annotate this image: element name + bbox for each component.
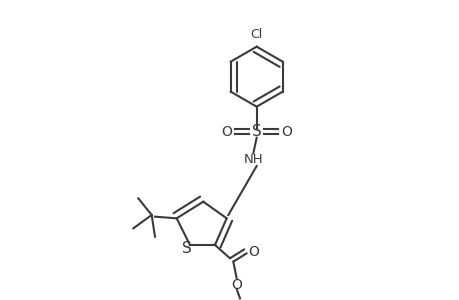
Text: S: S xyxy=(251,124,261,139)
Text: O: O xyxy=(281,125,292,139)
Text: O: O xyxy=(248,245,258,259)
Text: S: S xyxy=(181,241,191,256)
Text: O: O xyxy=(231,278,241,292)
Text: Cl: Cl xyxy=(250,28,262,41)
Text: NH: NH xyxy=(243,154,263,166)
Text: O: O xyxy=(220,125,231,139)
